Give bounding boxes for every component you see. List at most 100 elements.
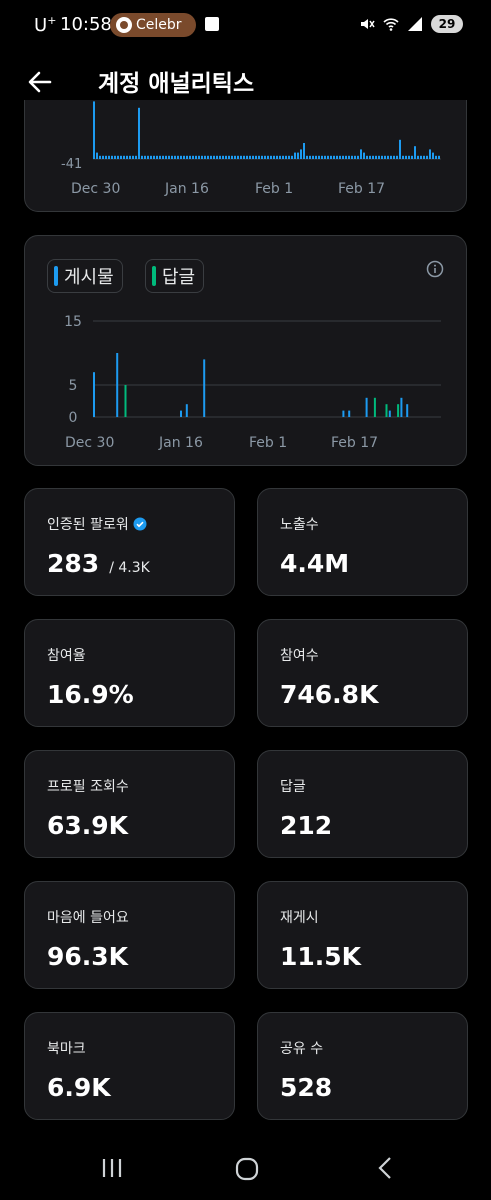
overview-bar <box>309 155 311 159</box>
overview-bar <box>390 155 392 159</box>
stat-card[interactable]: 프로필 조회수 63.9K <box>24 750 235 858</box>
overview-bar <box>243 155 245 159</box>
home-icon[interactable] <box>234 1156 260 1182</box>
overview-bar <box>396 155 398 159</box>
stat-label-text: 공유 수 <box>280 1041 324 1057</box>
y-tick-label: 0 <box>69 410 78 426</box>
stat-value: 11.5K <box>280 942 361 971</box>
overview-bar <box>255 155 257 159</box>
overview-bar <box>378 155 380 159</box>
x-tick-label: Feb 17 <box>331 435 378 451</box>
overview-bar <box>246 155 248 159</box>
mute-icon <box>361 19 375 29</box>
legend-replies[interactable]: 답글 <box>145 259 205 293</box>
stat-label: 인증된 팔로워 <box>47 514 147 534</box>
overview-bar <box>291 155 293 159</box>
overview-bar <box>207 155 209 159</box>
overview-bar <box>234 155 236 159</box>
stat-value-text: 11.5K <box>280 942 362 971</box>
post-bar <box>180 410 182 417</box>
overview-chart-card: -41 Dec 30 Jan 16 Feb 1 Feb 17 <box>24 100 467 212</box>
overview-bar <box>348 155 350 159</box>
stat-value: 4.4M <box>280 549 349 578</box>
overview-bar <box>183 155 185 159</box>
overview-bar <box>402 155 404 159</box>
overview-bar <box>333 155 335 159</box>
overview-bar <box>363 152 365 159</box>
overview-bar <box>429 149 431 159</box>
overview-bar <box>120 155 122 159</box>
stat-card[interactable]: 마음에 들어요 96.3K <box>24 881 235 989</box>
overview-bar <box>270 155 272 159</box>
overview-bar <box>168 155 170 159</box>
nav-back-icon[interactable] <box>374 1156 398 1180</box>
x-tick-label: Feb 1 <box>249 435 287 451</box>
back-arrow-icon[interactable] <box>24 66 56 98</box>
overview-bar <box>273 155 275 159</box>
stat-label: 공유 수 <box>280 1038 323 1058</box>
legend-posts-label: 게시물 <box>64 267 114 288</box>
overview-bar <box>177 155 179 159</box>
stat-value-text: 528 <box>280 1073 333 1102</box>
info-icon[interactable] <box>426 260 444 278</box>
overview-bar <box>126 155 128 159</box>
overview-bar <box>399 139 401 159</box>
legend-replies-label: 답글 <box>162 267 196 288</box>
overview-bar <box>405 155 407 159</box>
reply-bar <box>124 385 127 417</box>
stat-label-text: 인증된 팔로워 <box>47 517 129 533</box>
stat-label-text: 참여수 <box>280 648 319 664</box>
posts-replies-chart: 0 5 15 Dec 30 Jan 16 Feb 1 Feb 17 <box>64 314 441 451</box>
overview-bar <box>297 152 299 159</box>
stat-value-text: 6.9K <box>47 1073 111 1102</box>
stat-card[interactable]: 인증된 팔로워 283 / 4.3K <box>24 488 235 596</box>
overview-bar <box>222 155 224 159</box>
overview-bar <box>210 155 212 159</box>
stat-label-text: 북마크 <box>47 1041 86 1057</box>
stat-card[interactable]: 노출수 4.4M <box>257 488 468 596</box>
overview-bar <box>171 155 173 159</box>
stat-value-text: 746.8K <box>280 680 379 709</box>
stat-card[interactable]: 재게시 11.5K <box>257 881 468 989</box>
overview-bar <box>384 155 386 159</box>
overview-bar <box>276 155 278 159</box>
post-bar <box>400 397 403 417</box>
notification-pill[interactable]: Celebr <box>110 13 196 37</box>
x-tick-label: Feb 17 <box>338 181 385 197</box>
overview-bar <box>366 155 368 159</box>
recent-apps-icon[interactable] <box>100 1156 124 1180</box>
overview-bar <box>279 155 281 159</box>
carrier: U+ <box>34 14 57 36</box>
stat-card[interactable]: 공유 수 528 <box>257 1012 468 1120</box>
legend-posts[interactable]: 게시물 <box>47 259 123 293</box>
overview-bar <box>144 155 146 159</box>
overview-bar <box>285 155 287 159</box>
post-bar <box>203 359 206 417</box>
overview-bar <box>360 149 362 159</box>
overview-bar <box>351 155 353 159</box>
stat-card[interactable]: 참여수 746.8K <box>257 619 468 727</box>
overview-bar <box>375 155 377 159</box>
overview-bar <box>198 155 200 159</box>
stat-label: 북마크 <box>47 1038 86 1058</box>
stat-value: 528 <box>280 1073 332 1102</box>
stat-sub-value: / 4.3K <box>109 560 150 576</box>
stat-label: 참여수 <box>280 645 319 665</box>
stat-value: 6.9K <box>47 1073 111 1102</box>
overview-bar <box>387 155 389 159</box>
stat-card[interactable]: 참여율 16.9% <box>24 619 235 727</box>
stat-value: 96.3K <box>47 942 128 971</box>
overview-bar <box>123 155 125 159</box>
stat-card[interactable]: 북마크 6.9K <box>24 1012 235 1120</box>
post-bar <box>348 410 351 417</box>
checkbox-notification-icon <box>205 17 219 31</box>
overview-bar <box>135 155 137 159</box>
overview-bar <box>108 155 110 159</box>
stat-card[interactable]: 답글 212 <box>257 750 468 858</box>
overview-bar <box>111 155 113 159</box>
overview-bar <box>162 155 164 159</box>
overview-bar <box>159 155 161 159</box>
overview-bar <box>294 152 296 159</box>
stat-label-text: 참여율 <box>47 648 86 664</box>
overview-bar <box>153 155 155 159</box>
